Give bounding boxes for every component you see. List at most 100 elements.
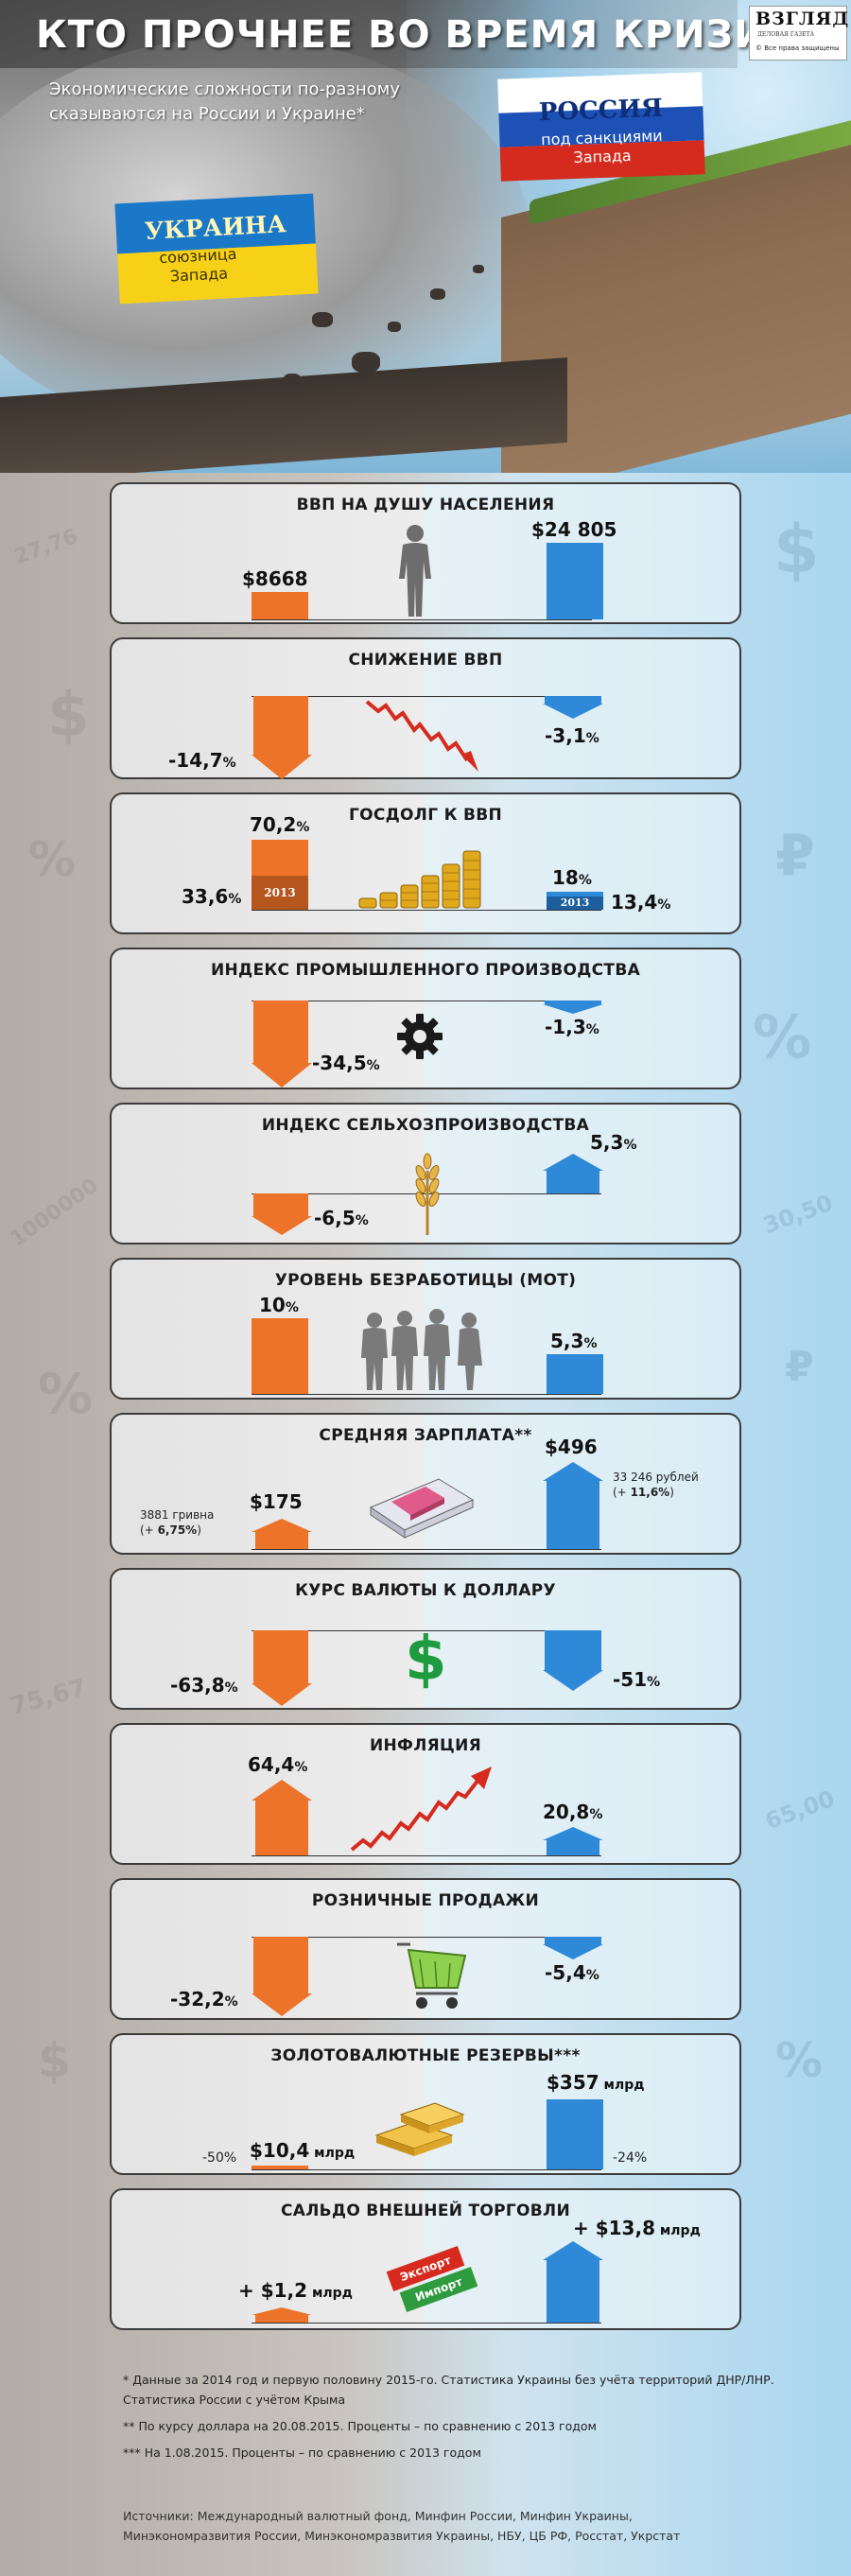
value-number: + $13,8 [573, 2217, 655, 2239]
value-ukraine: 10% [259, 1294, 299, 1316]
value-number: 64,4 [248, 1753, 295, 1776]
value-unit: % [585, 1022, 599, 1037]
value-russia: + $13,8 млрд [573, 2217, 701, 2239]
value-ukraine: $8668 [242, 567, 308, 590]
bar-ukraine [252, 1318, 308, 1394]
arrow-russia-up [543, 1462, 603, 1549]
rising-line-chart-icon [350, 1767, 492, 1852]
note-russia: 33 246 рублей (+ 11,6%) [613, 1470, 699, 1500]
rock [352, 352, 380, 373]
arrow-russia-down [543, 1001, 603, 1014]
value-unit: % [585, 731, 599, 746]
arrow-russia-up [543, 1154, 603, 1193]
arrow-russia-up [543, 1827, 603, 1855]
falling-line-chart-icon [365, 700, 478, 772]
value-ukraine: + $1,2 млрд [238, 2279, 353, 2302]
value-number: -6,5 [314, 1207, 356, 1229]
baseline [252, 1394, 601, 1395]
people-group-icon [361, 1309, 482, 1390]
value-number: $10,4 [250, 2139, 310, 2162]
note-ukraine: 3881 гривна (+ 6,75%) [140, 1507, 214, 1538]
decor-dollar: $ [773, 511, 820, 588]
value-number: -5,4 [545, 1961, 586, 1984]
decor-number: 1000000 [6, 1174, 103, 1252]
page-subtitle: Экономические сложности по-разному сказы… [49, 78, 446, 127]
panel-title: РОЗНИЧНЫЕ ПРОДАЖИ [311, 1891, 540, 1910]
subtitle-line: Экономические сложности по-разному [49, 79, 401, 99]
note-prefix: (+ [140, 1523, 158, 1537]
value-russia: -1,3% [545, 1016, 599, 1038]
value-unit: % [366, 1058, 380, 1073]
baseline [252, 1549, 601, 1550]
decor-number: 65,00 [761, 1784, 839, 1836]
rock [388, 322, 401, 332]
footnotes: * Данные за 2014 год и первую половину 2… [123, 2370, 785, 2469]
value-number: $357 [547, 2071, 599, 2094]
note-line: (+ 6,75%) [140, 1523, 214, 1538]
value-number: 33,6 [182, 885, 229, 908]
value-unit: % [224, 1994, 238, 2010]
export-import-arrows-icon: Экспорт Импорт [382, 2245, 495, 2313]
value-russia: -51% [613, 1668, 660, 1691]
value-number: 18 [552, 866, 579, 889]
panel-debt-to-gdp: ГОСДОЛГ К ВВП 2013 2013 70,2% 33,6% 18% … [110, 792, 741, 934]
value-russia: $357 млрд [547, 2071, 645, 2094]
value-number: 5,3 [590, 1131, 624, 1154]
value-number: -14,7 [168, 749, 223, 772]
value-number: 13,4 [611, 891, 658, 914]
decor-percent: % [38, 1362, 94, 1426]
bar-russia [547, 543, 603, 619]
footnote: *** На 1.08.2015. Проценты – по сравнени… [123, 2445, 481, 2460]
change-russia: -24% [613, 2150, 648, 2166]
baseline [252, 619, 592, 620]
year-tag: 2013 [264, 886, 296, 899]
arrow-russia-down [543, 1937, 603, 1959]
note-suffix: ) [669, 1486, 674, 1499]
value-number: -51 [613, 1668, 648, 1691]
value-number: -3,1 [545, 724, 586, 747]
value-ukraine-2013: 33,6% [182, 885, 241, 908]
logo-subtitle: ДЕЛОВАЯ ГАЗЕТА [757, 31, 815, 38]
arrow-ukraine-down [252, 1937, 312, 2016]
wheat-icon [415, 1153, 440, 1235]
bar-ukraine-2013 [252, 876, 308, 910]
copyright-notice: © Все права защищены [755, 44, 840, 52]
value-unit: % [589, 1807, 603, 1822]
value-russia: -3,1% [545, 724, 599, 747]
decor-number: 30,50 [759, 1189, 837, 1240]
panel-title: ИНДЕКС СЕЛЬХОЗПРОИЗВОДСТВА [261, 1116, 590, 1135]
decor-number: 27,76 [10, 524, 81, 570]
value-ukraine: -6,5% [314, 1207, 369, 1229]
person-silhouette-icon [399, 525, 431, 617]
gear-icon [397, 1014, 443, 1059]
baseline [252, 1855, 601, 1856]
value-russia: $24 805 [531, 518, 617, 541]
baseline [252, 910, 601, 911]
panel-inflation: ИНФЛЯЦИЯ 64,4% 20,8% [110, 1723, 741, 1865]
value-number: -34,5 [312, 1052, 367, 1074]
value-russia: $496 [545, 1436, 598, 1458]
dollar-sign-icon: $ [405, 1625, 447, 1695]
arrow-ukraine-up [252, 1780, 312, 1855]
value-unit: % [355, 1213, 369, 1228]
publisher-logo[interactable]: ВЗГЛЯД ДЕЛОВАЯ ГАЗЕТА © Все права защище… [749, 6, 848, 61]
value-number: 70,2 [250, 813, 297, 836]
panel-title: СНИЖЕНИЕ ВВП [348, 651, 503, 670]
baseline [252, 2169, 601, 2170]
note-line: (+ 11,6%) [613, 1485, 699, 1500]
arrow-ukraine-down [252, 1630, 312, 1706]
value-number: 5,3 [550, 1330, 584, 1352]
panel-trade-balance: САЛЬДО ВНЕШНЕЙ ТОРГОВЛИ + $1,2 млрд + $1… [110, 2188, 741, 2330]
value-russia: 18% [552, 866, 592, 889]
decor-percent: % [753, 1002, 812, 1071]
note-value: 6,75% [157, 1523, 198, 1537]
value-number: 10 [259, 1294, 286, 1316]
baseline [252, 1937, 601, 1938]
value-russia: -5,4% [545, 1961, 599, 1984]
ukraine-flag: УКРАИНА союзница Запада [114, 193, 319, 305]
bar-russia [547, 2099, 603, 2169]
rock [284, 374, 301, 386]
value-ukraine: $10,4 млрд [250, 2139, 355, 2162]
value-unit: % [294, 1760, 308, 1775]
sources: Источники: Международный валютный фонд, … [123, 2509, 681, 2543]
